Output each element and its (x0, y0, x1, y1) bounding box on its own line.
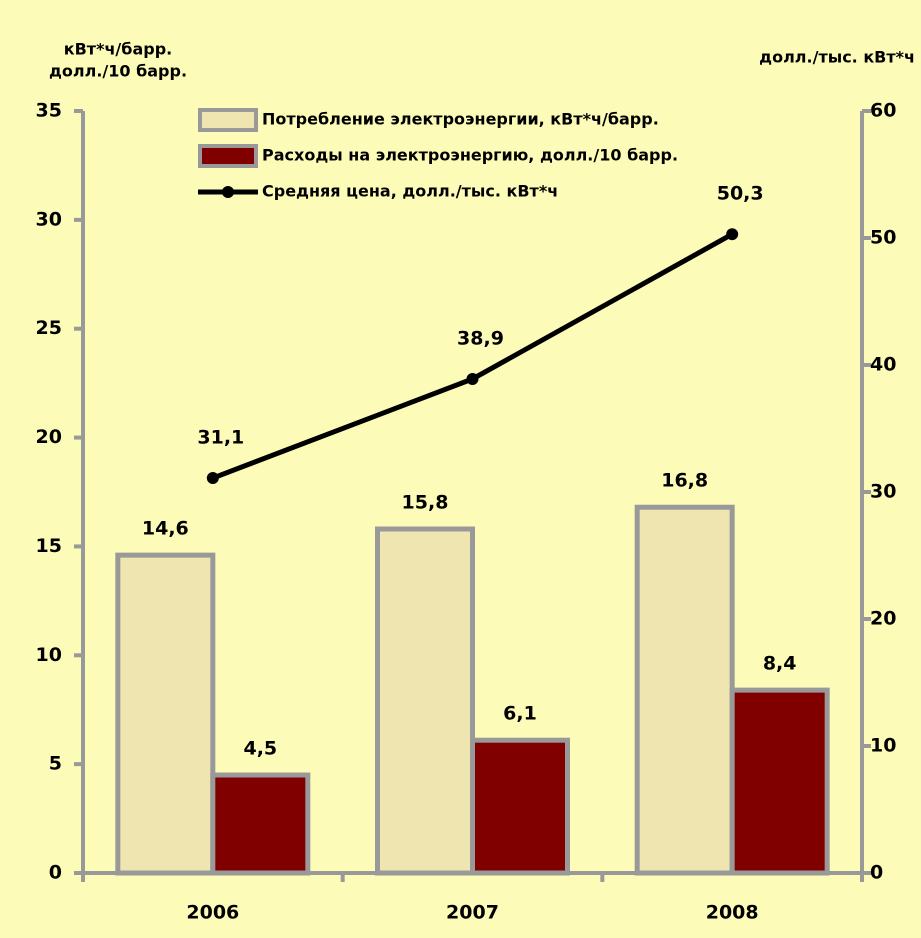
y-tick-label: 30 (36, 208, 62, 230)
y2-tick-label: 50 (870, 227, 896, 249)
y2-tick-label: 10 (870, 735, 896, 757)
y-tick-label: 10 (36, 644, 62, 666)
data-label: 16,8 (661, 470, 708, 492)
line-marker (726, 228, 739, 241)
y-axis-title: долл./10 барр. (49, 62, 187, 81)
y2-axis-title: долл./тыс. кВт*ч (759, 48, 915, 67)
y-tick-label: 15 (36, 535, 62, 557)
legend-label: Расходы на электроэнергию, долл./10 барр… (262, 146, 678, 165)
bar (634, 504, 735, 876)
legend-marker (222, 186, 234, 198)
data-label: 4,5 (243, 738, 277, 760)
y-tick-label: 25 (36, 317, 62, 339)
data-label: 38,9 (457, 327, 504, 349)
bar (470, 737, 570, 876)
data-label: 6,1 (503, 703, 537, 725)
line (211, 232, 734, 481)
data-label: 50,3 (717, 183, 764, 205)
data-label: 8,4 (763, 653, 797, 675)
line-marker (466, 372, 479, 385)
line-marker (206, 472, 219, 485)
y-axis-title: кВт*ч/барр. (64, 40, 172, 59)
y2-tick-label: 20 (870, 608, 896, 630)
x-tick-label: 2008 (706, 902, 759, 924)
legend-label: Средняя цена, долл./тыс. кВт*ч (262, 182, 558, 201)
bar (210, 772, 311, 876)
data-label: 15,8 (402, 492, 449, 514)
bar (375, 526, 475, 876)
y-tick-label: 0 (49, 862, 62, 884)
y2-tick-label: 0 (870, 862, 883, 884)
legend-swatch (198, 144, 258, 168)
data-label: 14,6 (142, 518, 189, 540)
x-tick-label: 2006 (186, 902, 239, 924)
y2-tick-label: 60 (870, 100, 896, 122)
y-tick-label: 5 (49, 753, 62, 775)
x-tick-label: 2007 (446, 902, 499, 924)
bar (729, 687, 830, 876)
legend-label: Потребление электроэнергии, кВт*ч/барр. (262, 110, 659, 129)
y2-tick-label: 30 (870, 481, 896, 503)
data-label: 31,1 (197, 427, 244, 449)
y-tick-label: 20 (36, 426, 62, 448)
y-tick-label: 35 (36, 100, 62, 122)
bar (115, 552, 216, 876)
legend-swatch (198, 108, 258, 132)
y2-tick-label: 40 (870, 354, 896, 376)
